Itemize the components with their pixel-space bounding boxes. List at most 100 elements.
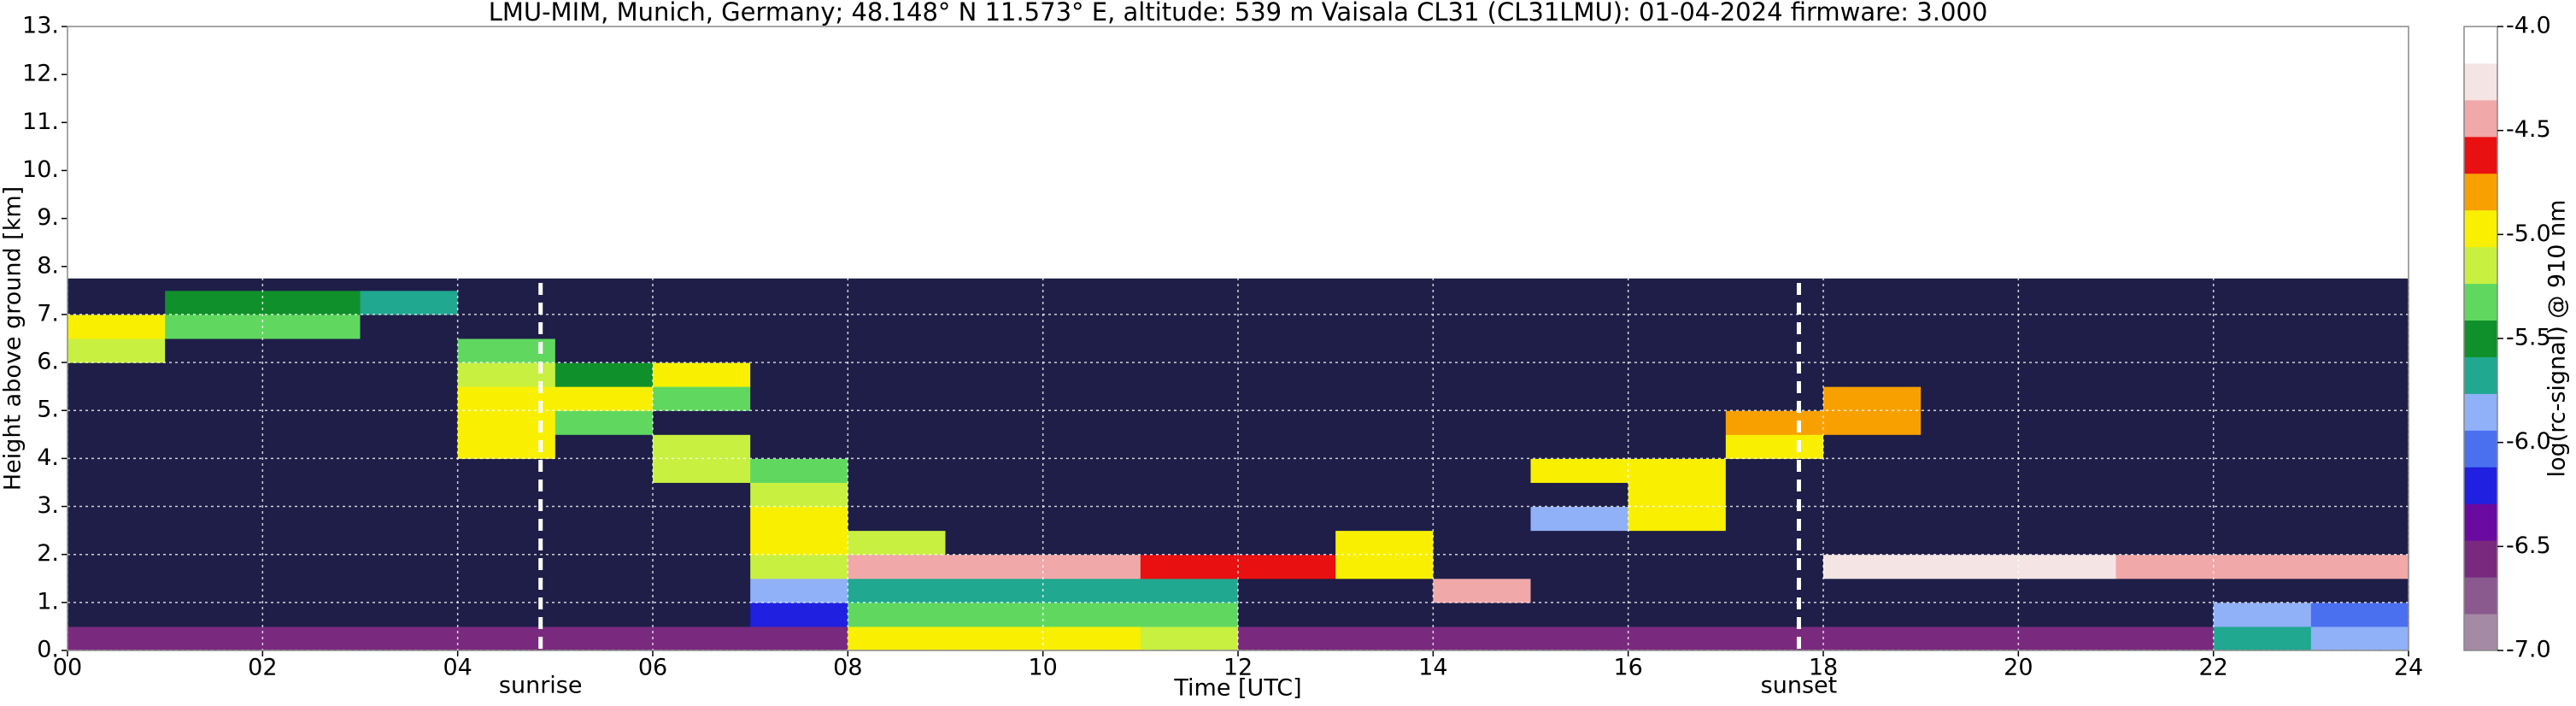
heatmap-cell: [1725, 458, 1824, 483]
colorbar-segment: [2464, 503, 2497, 541]
heatmap-cell: [1725, 626, 1824, 651]
heatmap-cell: [2310, 410, 2409, 435]
heatmap-cell: [360, 314, 459, 339]
heatmap-cell: [555, 314, 654, 339]
heatmap-cell: [262, 434, 361, 459]
heatmap-cell: [262, 386, 361, 411]
heatmap-cell: [1823, 278, 1922, 291]
heatmap-cell: [1335, 362, 1434, 387]
heatmap-cell: [1140, 458, 1239, 483]
heatmap-cell: [1628, 278, 1727, 291]
heatmap-cell: [1042, 530, 1141, 556]
heatmap-cell: [2115, 314, 2215, 339]
colorbar-segment: [2464, 283, 2497, 321]
heatmap-cell: [2115, 530, 2215, 556]
heatmap-cell: [1823, 290, 1922, 315]
heatmap-cell: [360, 278, 459, 291]
y-tick-label: 8.: [37, 252, 59, 279]
heatmap-cell: [2213, 602, 2312, 627]
heatmap-cell: [750, 530, 848, 556]
heatmap-cell: [945, 410, 1044, 435]
heatmap-cell: [1140, 362, 1239, 387]
colorbar-segment: [2464, 540, 2497, 578]
heatmap-cell: [1335, 434, 1434, 459]
heatmap-cell: [67, 314, 166, 339]
heatmap-cell: [1335, 626, 1434, 651]
heatmap-cell: [1921, 338, 2019, 363]
heatmap-cell: [165, 362, 263, 387]
heatmap-cell: [2018, 578, 2116, 603]
heatmap-cell: [1628, 290, 1727, 315]
heatmap-cell: [555, 386, 654, 411]
heatmap-cell: [1823, 314, 1922, 339]
heatmap-cell: [945, 458, 1044, 483]
heatmap-cell: [2018, 530, 2116, 556]
heatmap-cell: [1921, 278, 2019, 291]
heatmap-cell: [848, 362, 946, 387]
y-tick-label: 10.: [22, 156, 59, 183]
heatmap-cell: [1921, 506, 2019, 532]
heatmap-cell: [2018, 410, 2116, 435]
heatmap-cell: [750, 338, 848, 363]
heatmap-cell: [1823, 506, 1922, 532]
heatmap-cell: [1921, 314, 2019, 339]
heatmap-cell: [1921, 386, 2019, 411]
heatmap-cell: [653, 410, 751, 435]
heatmap-cell: [360, 482, 459, 508]
heatmap-cell: [555, 506, 654, 532]
heatmap-cell: [1042, 602, 1141, 627]
x-tick-label: 12: [1223, 655, 1253, 681]
heatmap-cell: [67, 482, 166, 508]
heatmap-cell: [262, 530, 361, 556]
heatmap-cell: [2213, 530, 2312, 556]
heatmap-cell: [750, 602, 848, 627]
heatmap-cell: [653, 290, 751, 315]
heatmap-cell: [67, 434, 166, 459]
heatmap-cell: [1335, 386, 1434, 411]
heatmap-cell: [2115, 338, 2215, 363]
heatmap-cell: [848, 278, 946, 291]
colorbar-tick-label: -6.5: [2506, 532, 2551, 559]
heatmap-cell: [2115, 410, 2215, 435]
heatmap-cell: [1921, 602, 2019, 627]
heatmap-cell: [1433, 386, 1531, 411]
heatmap-cell: [1433, 506, 1531, 532]
heatmap-cell: [1725, 362, 1824, 387]
heatmap-cell: [2310, 434, 2409, 459]
heatmap-cell: [165, 410, 263, 435]
heatmap-cell: [1042, 578, 1141, 603]
heatmap-cell: [1628, 434, 1727, 459]
heatmap-cell: [555, 362, 654, 387]
heatmap-cell: [67, 278, 166, 291]
heatmap-cell: [848, 458, 946, 483]
heatmap-cell: [1725, 278, 1824, 291]
heatmap-cell: [945, 626, 1044, 651]
heatmap-cell: [1433, 482, 1531, 508]
heatmap-cell: [653, 386, 751, 411]
x-tick-label: 10: [1028, 655, 1057, 681]
x-tick-label: 18: [1809, 655, 1838, 681]
plot-frame: [67, 26, 2409, 651]
heatmap-cell: [2115, 578, 2215, 603]
heatmap-cell: [1725, 314, 1824, 339]
heatmap-cell: [1335, 506, 1434, 532]
heatmap-cell: [1530, 578, 1629, 603]
heatmap-cell: [360, 362, 459, 387]
heatmap-cell: [848, 434, 946, 459]
heatmap-cell: [2213, 362, 2312, 387]
heatmap-cell: [67, 458, 166, 483]
heatmap-cell: [1921, 530, 2019, 556]
heatmap-cell: [1335, 338, 1434, 363]
heatmap-cell: [1433, 434, 1531, 459]
heatmap-cell: [1433, 458, 1531, 483]
heatmap-cell: [750, 362, 848, 387]
heatmap-cell: [945, 554, 1044, 580]
colorbar-tick-label: -7.0: [2506, 637, 2551, 663]
heatmap-cell: [165, 338, 263, 363]
y-tick-label: 4.: [37, 444, 59, 471]
heatmap-cell: [165, 554, 263, 580]
heatmap-cell: [1042, 290, 1141, 315]
heatmap-cell: [165, 314, 263, 339]
heatmap-cell: [1921, 290, 2019, 315]
heatmap-cell: [1140, 602, 1239, 627]
